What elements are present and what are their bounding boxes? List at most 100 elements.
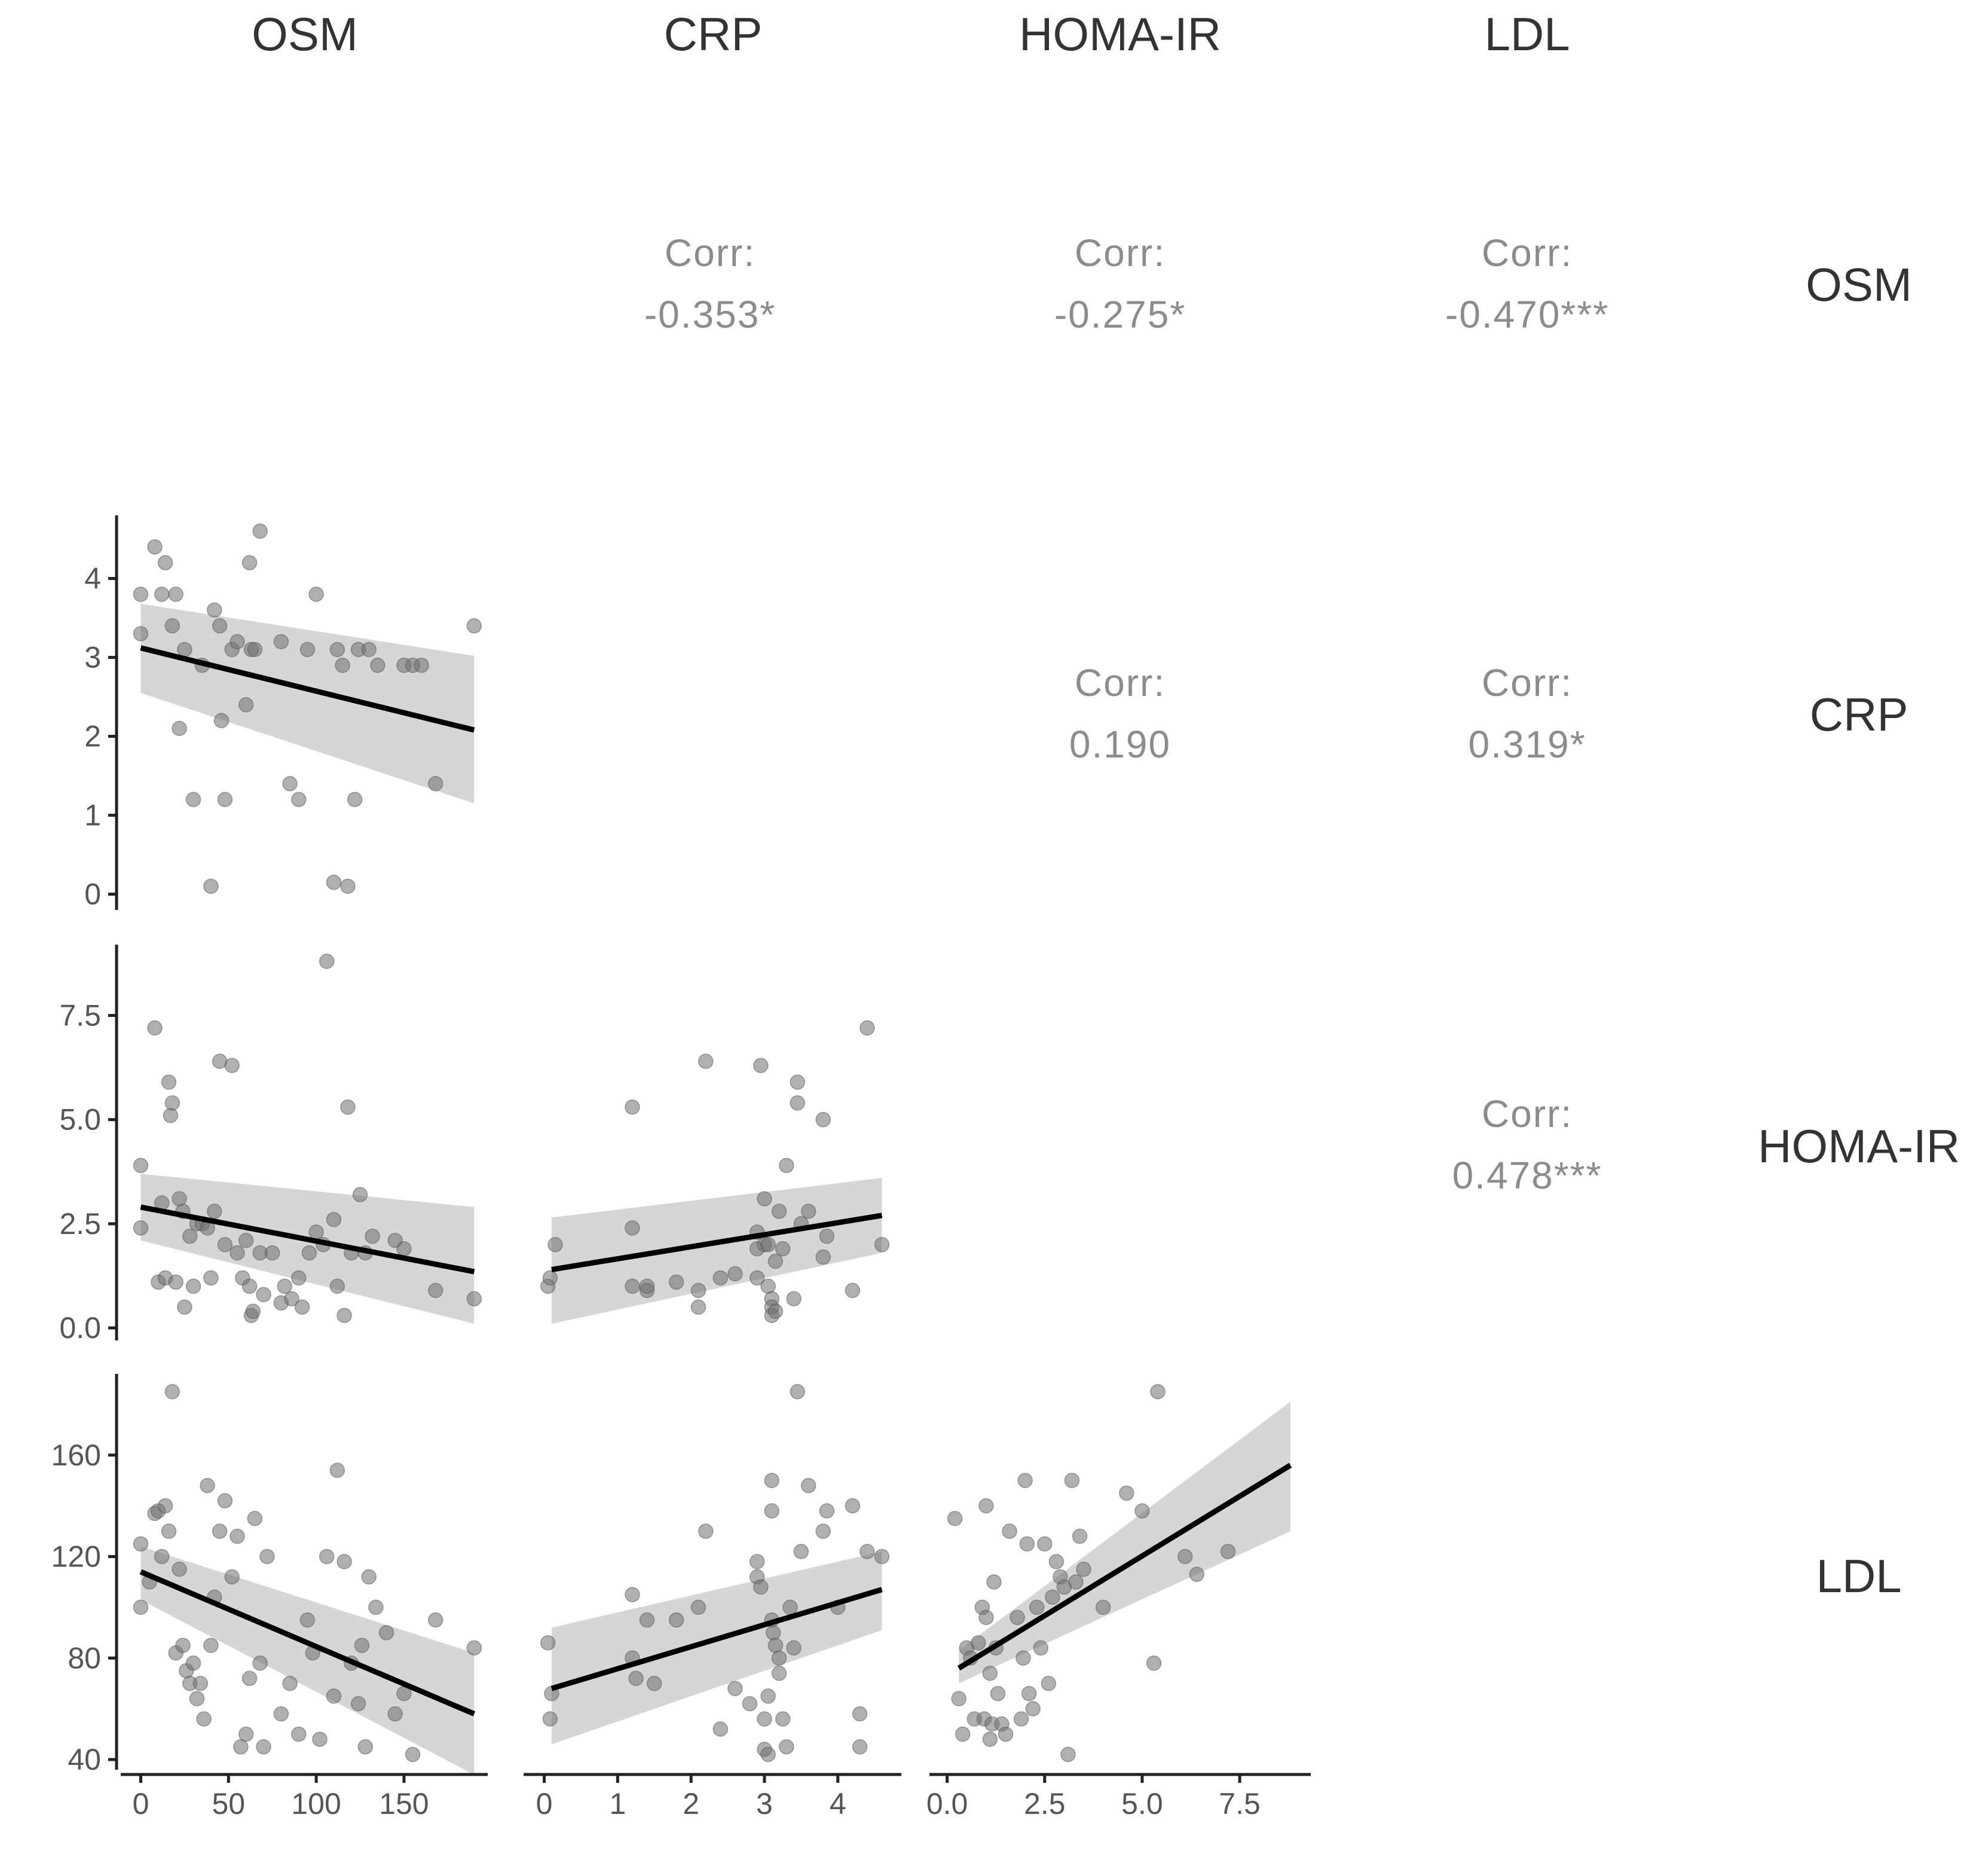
y-tick-label: 1 [84,799,101,832]
data-point [161,1074,177,1090]
data-point [238,1726,254,1742]
data-point [625,1220,640,1236]
x-tick-label: 0.0 [926,1787,968,1821]
data-point [815,1111,831,1128]
panel-osm-vs-crp [133,523,482,894]
data-point [625,1099,640,1115]
corr-value: 0.478*** [1452,1154,1602,1197]
data-point [1017,1473,1033,1488]
data-point [340,1099,356,1115]
data-point [764,1503,779,1519]
y-tick-label: 4 [84,562,101,595]
data-point [182,1229,198,1244]
data-point [319,1548,335,1565]
data-point [329,1462,345,1479]
data-point [800,1477,816,1493]
data-point [779,1739,794,1755]
data-point [767,1253,784,1269]
x-axis-osm: 0 50 100 150 [121,1773,488,1821]
data-point [247,642,263,658]
data-point [207,602,222,618]
data-point [168,587,183,602]
data-point [164,1383,181,1400]
row-titles: OSM CRP HOMA-IR LDL [1758,258,1960,1602]
corr-cell-homa-ir-ldl: Corr: 0.478*** [1452,1092,1602,1197]
data-point [247,1511,263,1526]
data-point [771,1204,787,1219]
data-point [427,776,444,792]
data-point [273,634,289,649]
data-point [230,1245,245,1261]
data-point [779,1157,794,1174]
data-point [177,1299,192,1315]
data-point [133,587,149,602]
data-point [282,776,298,792]
data-point [427,1282,444,1299]
data-point [749,1554,765,1569]
data-point [414,658,429,673]
data-point [1048,1554,1065,1569]
data-point [1064,1473,1080,1488]
data-point [168,1274,183,1290]
data-point [1220,1544,1236,1559]
data-point [172,1191,187,1206]
column-title-osm: OSM [252,8,358,60]
data-point [790,1095,805,1111]
data-point [978,1498,994,1514]
data-point [217,1493,233,1508]
data-point [164,618,181,634]
data-point [775,1711,791,1727]
data-point [712,1270,729,1286]
data-point [217,792,233,807]
data-point [1076,1562,1091,1577]
data-point [277,1278,292,1294]
corr-cell-crp-homa-ir: Corr: 0.190 [1069,661,1171,766]
data-point [971,1635,986,1651]
corr-cell-osm-homa-ir: Corr: -0.275* [1054,231,1185,336]
row-title-ldl: LDL [1816,1550,1901,1602]
y-axis-homa-ir: 0.0 2.5 5.0 7.5 [59,945,118,1345]
data-point [256,1287,271,1303]
data-point [1033,1640,1048,1656]
corr-cell-crp-ldl: Corr: 0.319* [1468,661,1585,766]
data-point [177,642,192,658]
data-point [548,1236,563,1253]
data-point [757,1711,772,1727]
x-axis-crp: 0 1 2 3 4 [524,1773,901,1821]
data-point [172,720,187,737]
y-axis-ldl: 40 80 120 160 [51,1374,118,1776]
data-point [370,658,386,673]
y-tick-label: 40 [68,1743,101,1776]
data-point [361,642,377,658]
x-tick-label: 0 [536,1787,553,1821]
data-point [312,1731,328,1747]
data-point [542,1270,558,1286]
data-point [301,1245,317,1261]
data-point [990,1685,1006,1702]
data-point [760,1746,776,1763]
data-point [284,1291,299,1307]
y-axis-crp: 0 1 2 3 4 [84,515,118,911]
data-point [175,1638,191,1653]
data-point [625,1587,640,1602]
data-point [133,1536,149,1552]
panel-crp-vs-homa-ir [540,1020,890,1324]
data-point [164,1095,181,1111]
x-axis-homa-ir: 0.0 2.5 5.0 7.5 [926,1773,1311,1821]
data-point [319,954,335,969]
data-point [290,792,307,807]
column-title-homa-ir: HOMA-IR [1019,8,1221,60]
data-point [764,1473,779,1488]
data-point [1045,1589,1060,1605]
data-point [427,1612,444,1628]
column-title-ldl: LDL [1484,8,1570,60]
data-point [1002,1523,1017,1539]
data-point [264,1245,280,1261]
data-point [133,1157,149,1174]
x-tick-label: 1 [609,1787,626,1821]
row-title-crp: CRP [1810,688,1909,741]
data-point [742,1696,758,1712]
corr-label: Corr: [1482,231,1573,274]
x-tick-label: 2.5 [1024,1787,1066,1821]
corr-value: 0.190 [1069,723,1171,766]
